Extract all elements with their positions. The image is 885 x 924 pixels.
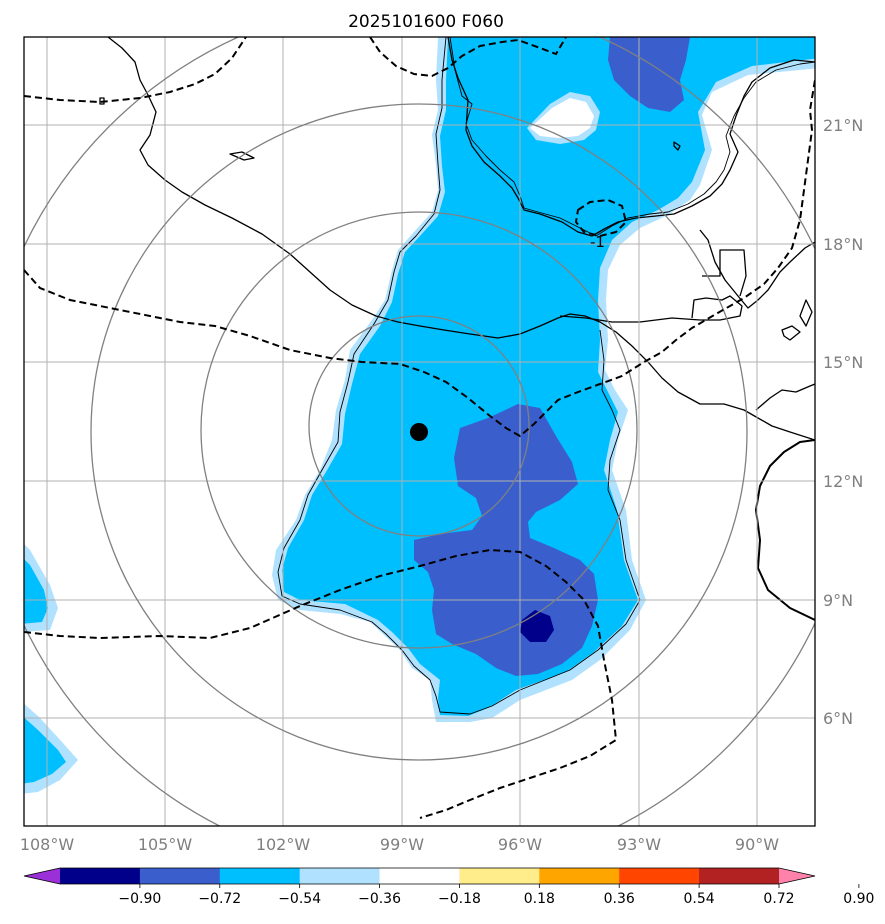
range-ring-1 (308, 315, 530, 537)
coastline-nicaragua (755, 439, 815, 621)
island-small-5 (799, 299, 813, 327)
y-tick-label: 6°N (823, 709, 853, 728)
y-tick-label: 12°N (823, 472, 863, 491)
colorbar-segment (699, 868, 780, 884)
colorbar-tick-label: 0.90 (843, 891, 874, 907)
dashed-contour-label: -1 (590, 233, 605, 251)
colorbar-segment (219, 868, 301, 884)
island-small-4 (781, 325, 801, 341)
field-left-edge-bottom-cyan (24, 717, 66, 784)
colorbar-extend-high (779, 868, 815, 884)
coastline-gulf (447, 37, 815, 237)
colorbar-tick-label: −0.18 (438, 891, 481, 907)
chart-title: 2025101600 F060 (348, 12, 504, 32)
colorbar-segment (60, 868, 141, 884)
colorbar-segment (379, 868, 460, 884)
island-small-3 (673, 141, 681, 151)
colorbar-tick-label: 0.72 (763, 891, 794, 907)
dashed-contour-main (24, 79, 815, 438)
colorbar-ticks: −0.90 −0.72 −0.54 −0.36 −0.18 0.18 0.36 0.54 0.7… (118, 884, 874, 907)
colorbar-segment (619, 868, 700, 884)
storm-center-marker (410, 423, 428, 441)
dashed-contour-south (24, 548, 618, 819)
colorbar-segment (299, 868, 381, 884)
y-tick-label: 21°N (823, 116, 863, 135)
colorbar-tick-label: −0.90 (118, 891, 161, 907)
field-left-edge-top-cyan (24, 559, 48, 624)
coastline-pacific (107, 37, 815, 441)
x-tick-label: 93°W (617, 835, 661, 854)
field-hole-white (530, 98, 594, 138)
y-tick-label: 18°N (823, 235, 863, 254)
gridlines (24, 37, 815, 826)
colorbar-tick-label: −0.72 (198, 891, 241, 907)
border-belize (702, 249, 747, 297)
field-blue-north (608, 37, 690, 112)
y-axis: 6°N 9°N 12°N 15°N 18°N 21°N (823, 116, 863, 728)
dashed-contour-top-left (24, 37, 247, 104)
colorbar (23, 867, 816, 885)
coastlines (99, 37, 815, 715)
colorbar-tick-label: −0.54 (278, 891, 321, 907)
colorbar-tick-label: −0.36 (358, 891, 401, 907)
field-blue-south (414, 404, 598, 676)
x-tick-label: 105°W (138, 835, 193, 854)
map-area: -1 (24, 37, 815, 826)
dashed-contours (24, 37, 815, 819)
range-ring-2 (200, 211, 638, 649)
range-ring-3 (90, 103, 748, 761)
coastline-thin-contour (449, 37, 815, 237)
x-tick-label: 102°W (256, 835, 311, 854)
x-axis: 108°W 105°W 102°W 99°W 96°W 93°W 90°W (20, 835, 779, 854)
x-tick-label: 96°W (498, 835, 542, 854)
x-tick-label: 99°W (380, 835, 424, 854)
y-tick-label: 15°N (823, 353, 863, 372)
colorbar-tick-label: 0.54 (684, 891, 715, 907)
map-frame (23, 36, 816, 827)
dashed-contour-top-mid (369, 37, 567, 78)
x-tick-label: 90°W (735, 835, 779, 854)
y-tick-label: 9°N (823, 591, 853, 610)
colorbar-tick-label: 0.18 (524, 891, 555, 907)
range-rings (24, 37, 815, 826)
island-small-2 (99, 97, 105, 105)
dashed-contour-minus1 (574, 198, 628, 238)
colorbar-tick-label: 0.36 (604, 891, 635, 907)
coastline-yucatan-east (699, 229, 815, 309)
coastline-thin-south (277, 37, 641, 715)
shaded-field (24, 37, 815, 794)
colorbar-segment (459, 868, 540, 884)
border-guatemala (559, 295, 743, 323)
coastline-honduras (755, 383, 815, 411)
colorbar-segment (139, 868, 221, 884)
colorbar-extend-low (24, 868, 60, 884)
x-tick-label: 108°W (20, 835, 75, 854)
colorbar-segment (539, 868, 620, 884)
